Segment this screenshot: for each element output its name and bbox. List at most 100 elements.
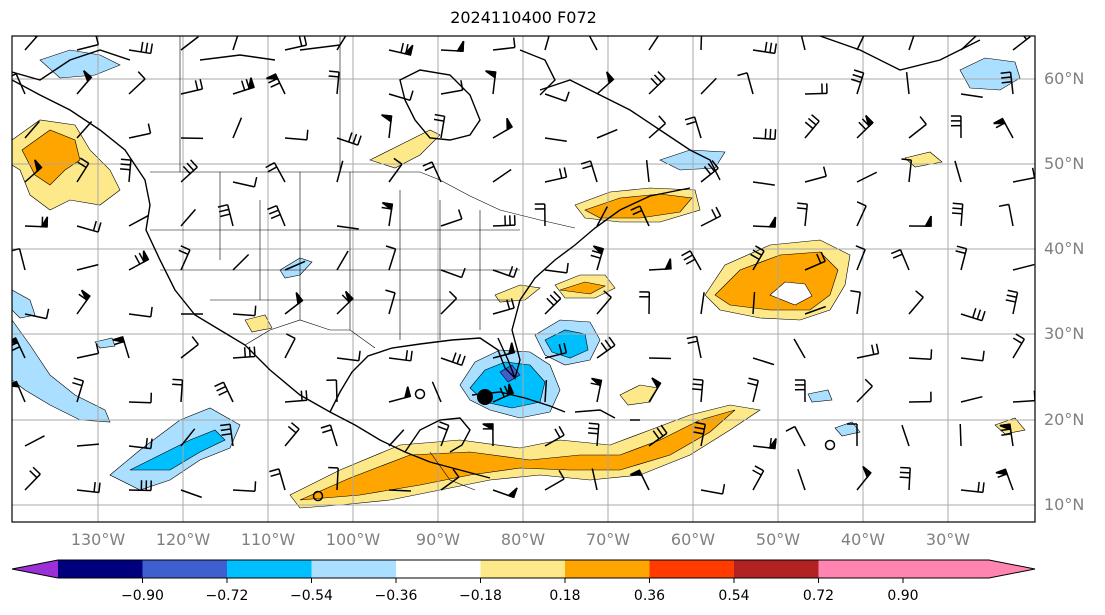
wind-barb [381,202,394,227]
wind-barb [492,298,515,315]
wind-barb [908,290,924,315]
wind-barb [856,171,878,183]
wind-barb [794,379,806,403]
longitude-label: 120°W [156,530,211,549]
colorbar-segment [734,560,819,578]
wind-barb [908,36,915,51]
secondary-center-marker [312,490,324,502]
wind-barb [440,352,466,367]
wind-barb [388,90,414,102]
wind-barb [440,80,464,95]
colorbar-extend-high [818,560,1035,578]
wind-barb [284,422,300,447]
wind-barb [440,468,460,491]
wind-barb [596,128,618,139]
wind-barb [492,487,518,499]
wind-barb [76,157,90,183]
wind-barb [596,336,616,359]
latitude-axis: 60°N 50°N 40°N 30°N 20°N 10°N [1044,69,1084,514]
cool-anomaly-region [834,421,861,437]
wind-barb [580,160,598,183]
wind-barb [180,489,202,499]
colorbar-segment [396,560,481,578]
wind-barb [596,71,615,95]
colorbar-tick-label: −0.90 [121,588,164,604]
wind-barb [265,162,286,183]
wind-barb [901,158,913,183]
wind-barb [960,36,978,51]
cool-anomaly-region [12,289,36,319]
wind-barb [901,424,910,447]
wind-barb [1012,333,1025,359]
wind-barb [954,160,962,183]
wind-barb [908,349,933,361]
political-borders [150,36,576,491]
colorbar-segment [311,560,396,578]
wind-barb [232,253,250,271]
coastlines [12,36,981,479]
wind-barb [960,350,985,362]
wind-barb [856,36,865,51]
wind-barb [700,292,705,315]
wind-barb [172,378,184,403]
wind-barb [492,342,516,359]
wind-barb [232,36,239,51]
wind-barb [648,424,668,447]
warm-anomaly-core [299,409,736,501]
wind-barb [700,206,722,227]
wind-barb [999,423,1014,447]
wind-barb [440,40,465,52]
wind-barb [544,262,569,274]
wind-barb [700,160,719,183]
wind-barb [128,123,152,139]
wind-barb [1012,263,1035,271]
wind-barb [440,267,466,279]
longitude-label: 130°W [71,530,126,549]
wind-barb [700,483,726,495]
wind-barb [890,249,910,271]
wind-barb [588,36,598,51]
colorbar-segment [142,560,227,578]
secondary-center-marker [414,388,426,400]
cool-anomaly-core [129,429,226,471]
latitude-label: 40°N [1044,239,1084,258]
wind-barb [492,266,518,279]
cool-anomaly-core [544,329,589,359]
wind-barb [590,377,603,403]
wind-barb [284,260,306,271]
wind-barb [12,380,26,403]
wind-barb [388,429,405,447]
anomaly-hole [769,281,813,306]
wind-barb [76,70,93,95]
warm-anomaly-core [559,281,606,295]
wind-barb [800,36,806,51]
wind-barb [596,290,612,315]
wind-barb [544,469,565,491]
wind-barb [950,115,962,139]
colorbar-outline [11,559,1036,579]
wind-barb [440,209,463,227]
cool-anomaly-region [12,319,111,423]
wind-barb [76,443,99,447]
wind-barb [960,93,983,99]
wind-barb [681,250,702,271]
wind-barb [908,116,927,139]
wind-barb [855,245,866,271]
wind-barb [747,377,760,403]
wind-barb [908,215,932,227]
wind-barb [544,426,565,447]
wind-barb [24,466,41,491]
wind-barb [492,117,514,139]
wind-barb [336,250,349,271]
wind-barb [24,159,43,183]
wind-barb [76,343,100,359]
wind-barb [232,176,258,188]
wind-barb [388,489,412,492]
wind-barb [336,290,354,315]
wind-barb [998,203,1014,227]
wind-barb [639,291,651,315]
wind-barb [648,71,666,95]
wind-barb [544,342,568,359]
wind-barb [440,290,458,315]
wind-barb [856,114,874,139]
